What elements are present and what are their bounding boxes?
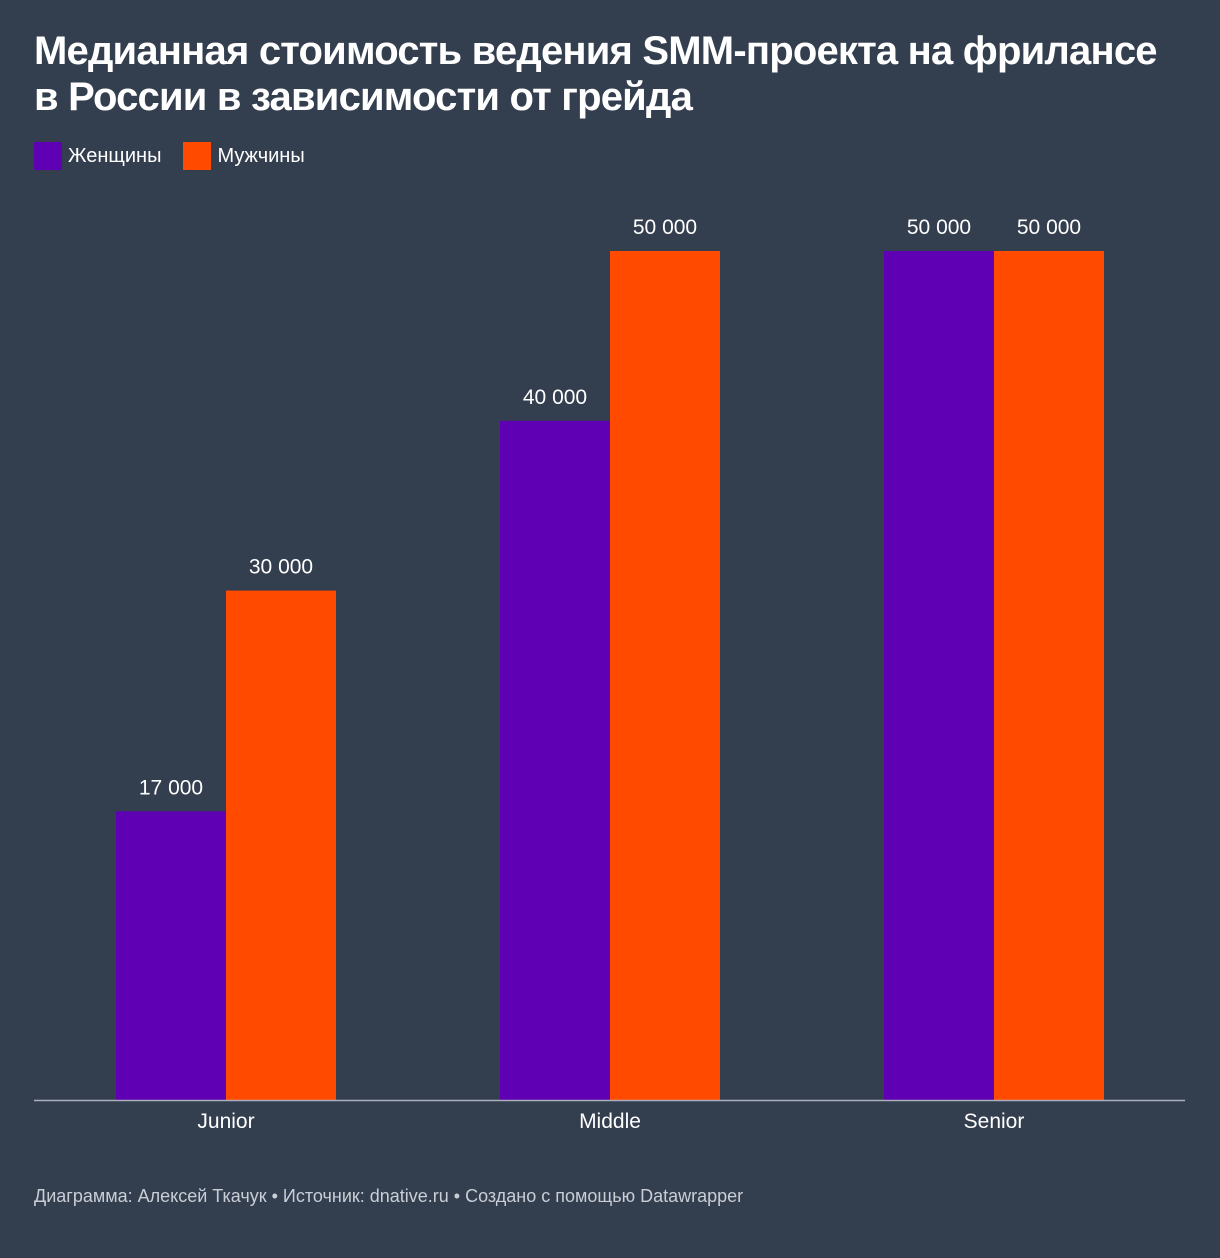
- x-tick-label-senior: Senior: [964, 1110, 1025, 1133]
- data-label-men-senior: 50 000: [1017, 216, 1081, 239]
- data-label-men-junior: 30 000: [249, 556, 313, 579]
- bar-women-middle: [500, 420, 610, 1100]
- bar-women-junior: [116, 811, 226, 1100]
- legend-label-women: Женщины: [68, 144, 162, 167]
- chart-title: Медианная стоимость ведения SMM-проекта …: [34, 29, 1158, 119]
- bar-women-senior: [884, 251, 994, 1100]
- x-tick-label-middle: Middle: [579, 1110, 641, 1133]
- data-label-women-middle: 40 000: [523, 386, 587, 409]
- data-label-men-middle: 50 000: [633, 216, 697, 239]
- bar-men-middle: [610, 251, 720, 1100]
- legend-swatch-men: [183, 142, 212, 170]
- legend-item-women: Женщины: [34, 142, 161, 170]
- legend: Женщины Мужчины: [34, 142, 305, 170]
- bar-chart: 17 000 30 000 Junior 40 000 50 000 Middle 50 0…: [34, 216, 1185, 1133]
- legend-label-men: Мужчины: [217, 144, 305, 167]
- data-label-women-senior: 50 000: [907, 216, 971, 239]
- legend-swatch-women: [34, 142, 62, 170]
- x-tick-label-junior: Junior: [197, 1110, 254, 1133]
- footer-credits: Диаграмма: Алексей Ткачук • Источник: dn…: [34, 1186, 744, 1206]
- bar-men-senior: [994, 251, 1104, 1100]
- data-label-women-junior: 17 000: [139, 776, 203, 799]
- bar-men-junior: [226, 590, 336, 1100]
- legend-item-men: Мужчины: [183, 142, 305, 170]
